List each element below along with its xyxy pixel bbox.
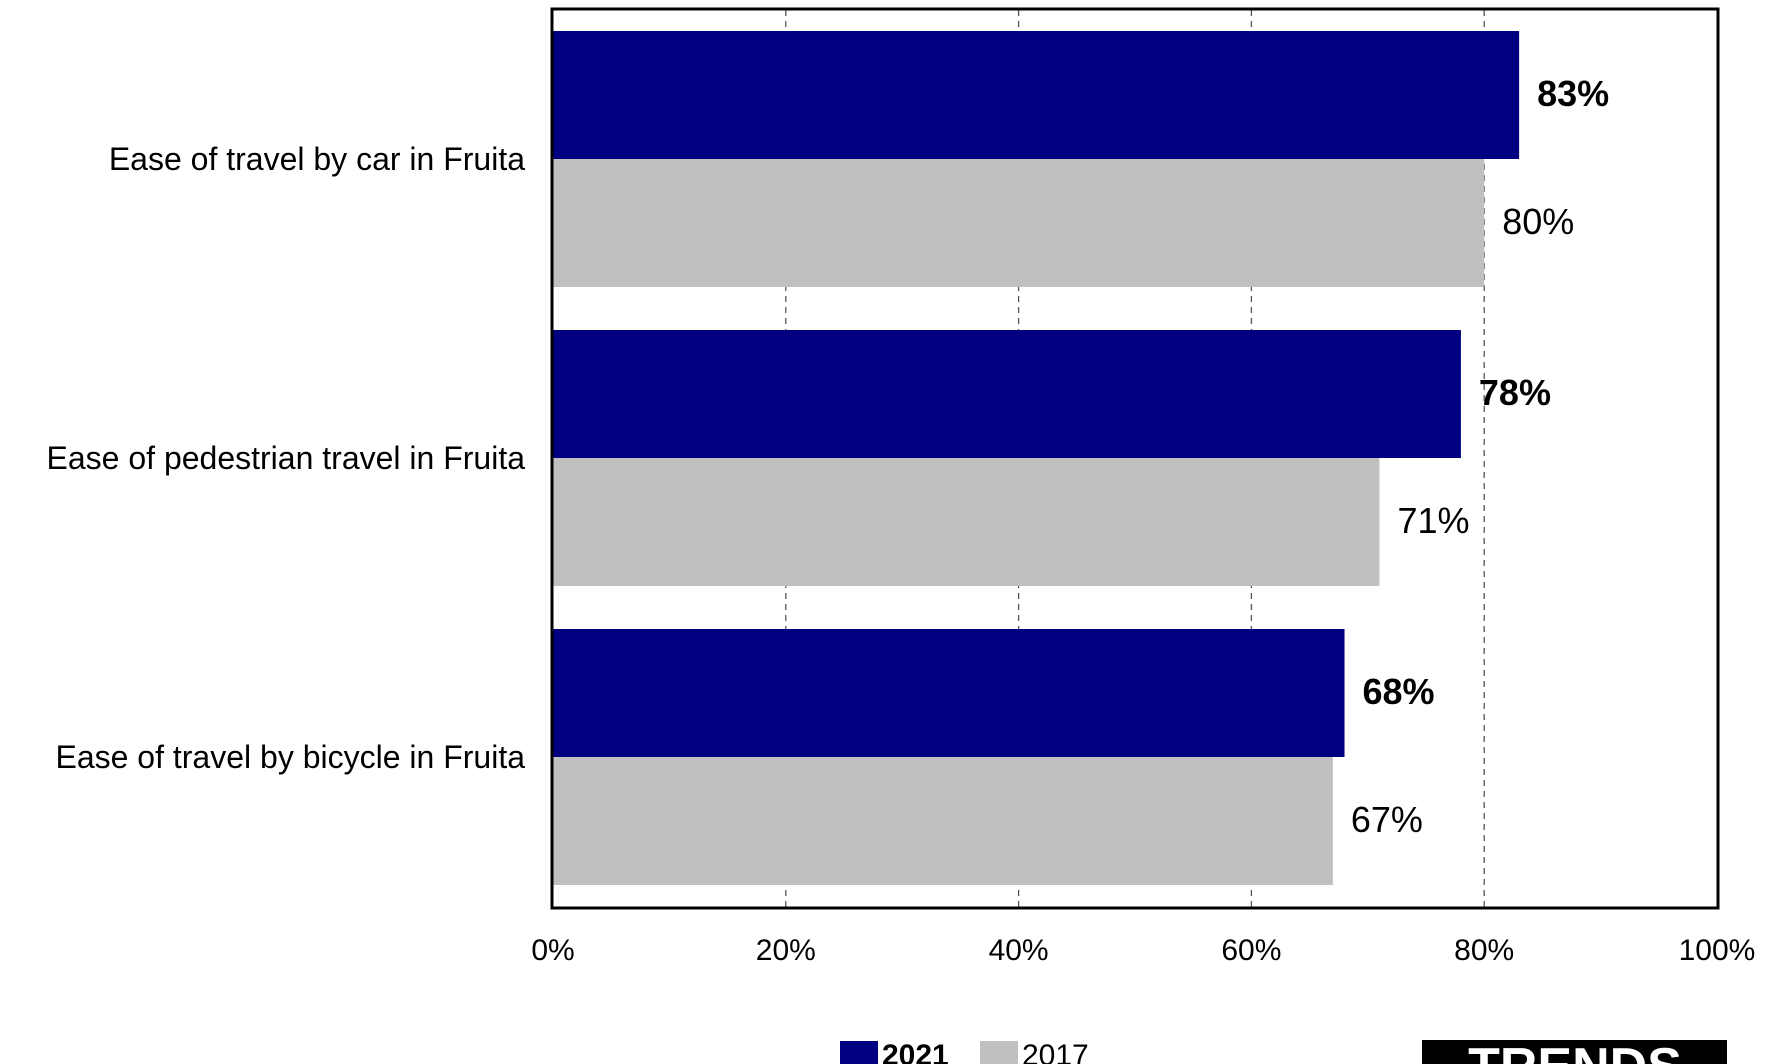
legend-label-2017: 2017 xyxy=(1022,1039,1089,1064)
x-tick-label-2: 40% xyxy=(989,934,1049,967)
category-label-0: Ease of travel by car in Fruita xyxy=(109,141,525,177)
bars xyxy=(553,31,1520,885)
plot-area-frame xyxy=(550,7,1720,910)
x-tick-label-1: 20% xyxy=(756,934,816,967)
data-labels: 83% 80% 78% 71% 68% 67% xyxy=(1351,73,1609,840)
legend: 2021 2017 xyxy=(840,1039,1089,1064)
bar-2017-2 xyxy=(553,757,1333,885)
data-label-2017-2: 67% xyxy=(1351,799,1423,840)
data-label-2021-1: 78% xyxy=(1479,372,1551,413)
value-axis-tick-labels: 0% 20% 40% 60% 80% 100% xyxy=(531,934,1755,967)
legend-swatch-2021 xyxy=(840,1041,878,1064)
legend-swatch-2017 xyxy=(980,1041,1018,1064)
legend-label-2021: 2021 xyxy=(882,1039,949,1064)
data-label-2021-0: 83% xyxy=(1537,73,1609,114)
trends-badge-text: TRENDS xyxy=(1468,1038,1682,1064)
data-label-2017-0: 80% xyxy=(1502,201,1574,242)
bar-2017-1 xyxy=(553,458,1380,586)
category-axis-labels: Ease of travel by car in Fruita Ease of p… xyxy=(47,141,526,775)
data-label-2017-1: 71% xyxy=(1397,500,1469,541)
x-tick-label-3: 60% xyxy=(1221,934,1281,967)
trends-badge-box xyxy=(1422,1040,1727,1064)
bar-2017-0 xyxy=(553,159,1485,287)
data-label-2021-2: 68% xyxy=(1363,671,1435,712)
x-tick-label-0: 0% xyxy=(531,934,574,967)
bar-2021-1 xyxy=(553,330,1461,458)
category-label-1: Ease of pedestrian travel in Fruita xyxy=(47,440,526,476)
bar-2021-2 xyxy=(553,629,1345,757)
trends-badge: TRENDS xyxy=(1422,1038,1727,1064)
x-tick-label-4: 80% xyxy=(1454,934,1514,967)
x-tick-label-5: 100% xyxy=(1679,934,1756,967)
category-label-2: Ease of travel by bicycle in Fruita xyxy=(55,739,525,775)
bar-2021-0 xyxy=(553,31,1520,159)
